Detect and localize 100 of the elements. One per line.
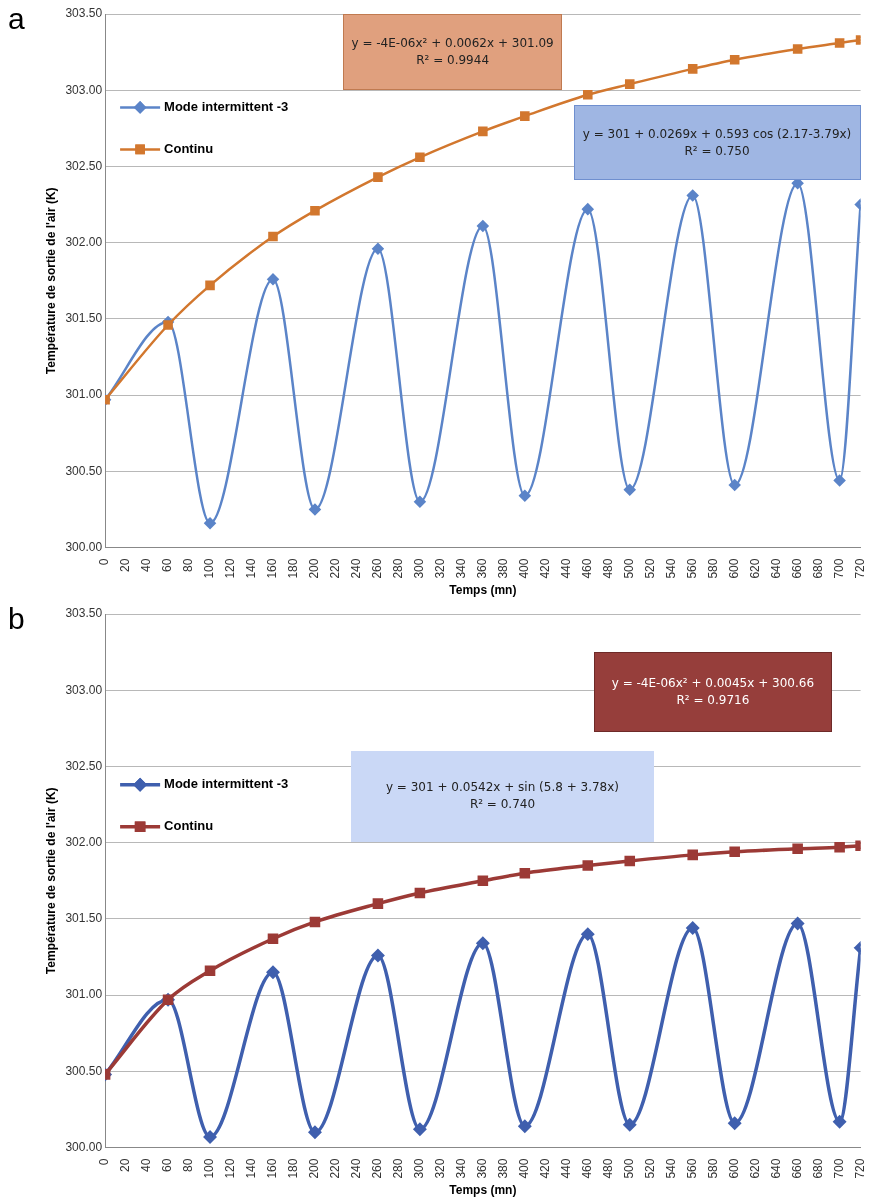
y-tick-label: 302.00 [65, 234, 103, 249]
x-tick-label: 560 [685, 1158, 700, 1179]
y-tick-label: 302.50 [65, 158, 103, 173]
legend-label: Mode intermittent -3 [164, 776, 289, 792]
y-tick-label: 301.50 [65, 911, 103, 926]
x-tick-label: 200 [307, 558, 322, 579]
equation-box: y = -4E-06x² + 0.0062x + 301.09 R² = 0.9944 [343, 14, 563, 91]
x-tick-label: 400 [517, 558, 532, 579]
x-tick-label: 380 [496, 558, 511, 579]
x-tick-label: 580 [706, 558, 721, 579]
x-tick-label: 320 [433, 558, 448, 579]
x-tick-label: 640 [768, 1158, 783, 1179]
x-tick-label: 60 [160, 558, 175, 572]
y-tick-label: 303.00 [65, 82, 103, 97]
x-tick-label: 120 [223, 1158, 238, 1179]
y-tick-label: 300.00 [65, 539, 103, 554]
x-tick-label: 180 [286, 558, 301, 579]
x-tick-label: 160 [265, 1158, 280, 1179]
x-tick-label: 300 [412, 558, 427, 579]
equation-box: y = 301 + 0.0542x + sin (5.8 + 3.78x) R² = 0.740 [351, 751, 654, 842]
x-tick-label: 120 [223, 558, 238, 579]
y-tick-label: 303.00 [65, 682, 103, 697]
x-tick-label: 360 [475, 1158, 490, 1179]
x-tick-label: 280 [391, 558, 406, 579]
x-tick-label: 620 [747, 558, 762, 579]
x-tick-label: 460 [580, 1158, 595, 1179]
equation-box: y = -4E-06x² + 0.0045x + 300.66 R² = 0.9716 [593, 651, 832, 732]
y-tick-label: 300.50 [65, 1063, 103, 1078]
chart-title: a [8, 2, 25, 36]
x-tick-label: 540 [664, 1158, 679, 1179]
x-tick-label: 440 [559, 558, 574, 579]
x-tick-label: 100 [202, 558, 217, 579]
x-tick-label: 0 [97, 558, 112, 566]
x-tick-label: 140 [244, 558, 259, 579]
y-axis-title: Température de sortie de l'air (K) [43, 787, 58, 975]
annotation: y = 301 + 0.0269x + 0.593 cos (2.17-3.79x) R² = 0.750 [582, 125, 852, 160]
x-tick-label: 20 [118, 558, 133, 572]
x-tick-label: 380 [496, 1158, 511, 1179]
x-tick-label: 580 [706, 1158, 721, 1179]
x-tick-label: 260 [370, 558, 385, 579]
x-tick-label: 560 [685, 558, 700, 579]
x-tick-label: 620 [747, 1158, 762, 1179]
x-tick-label: 520 [643, 558, 658, 579]
x-tick-label: 600 [727, 1158, 741, 1179]
x-tick-label: 420 [538, 558, 553, 579]
x-tick-label: 400 [517, 1158, 532, 1179]
legend-label: Continu [164, 818, 214, 834]
x-tick-label: 680 [810, 1158, 825, 1179]
x-tick-label: 300 [412, 1158, 427, 1179]
x-tick-label: 220 [328, 558, 343, 579]
x-tick-label: 600 [727, 558, 741, 579]
x-tick-label: 700 [831, 1158, 846, 1179]
x-tick-label: 20 [118, 1158, 133, 1172]
x-tick-label: 80 [181, 558, 196, 572]
y-tick-label: 303.50 [65, 6, 103, 21]
x-tick-label: 440 [559, 1158, 574, 1179]
x-tick-label: 40 [139, 1158, 154, 1172]
x-tick-label: 340 [454, 1158, 469, 1179]
x-tick-label: 320 [433, 1158, 448, 1179]
x-tick-label: 280 [391, 1158, 406, 1179]
y-tick-label: 302.50 [65, 758, 103, 773]
x-tick-label: 680 [810, 558, 825, 579]
x-tick-label: 220 [328, 1158, 343, 1179]
y-tick-label: 300.50 [65, 463, 103, 478]
y-tick-label: 300.00 [65, 1139, 103, 1154]
legend-label: Continu [164, 140, 214, 156]
x-tick-label: 340 [454, 558, 469, 579]
y-tick-label: 301.00 [65, 987, 103, 1002]
x-tick-label: 720 [852, 1158, 867, 1179]
x-tick-label: 520 [643, 1158, 658, 1179]
x-tick-label: 200 [307, 1158, 322, 1179]
x-tick-label: 420 [538, 1158, 553, 1179]
x-tick-label: 720 [852, 558, 867, 579]
x-tick-label: 160 [265, 558, 280, 579]
x-tick-label: 260 [370, 1158, 385, 1179]
x-tick-label: 480 [601, 558, 616, 579]
x-tick-label: 60 [160, 1158, 175, 1172]
x-tick-label: 360 [475, 558, 490, 579]
chart-title: b [8, 602, 25, 636]
equation-box: y = 301 + 0.0269x + 0.593 cos (2.17-3.79x) R² = 0.750 [573, 105, 861, 180]
x-tick-label: 480 [601, 1158, 616, 1179]
annotation: y = -4E-06x² + 0.0062x + 301.09 R² = 0.9944 [351, 35, 554, 70]
x-tick-label: 180 [286, 1158, 301, 1179]
x-tick-label: 700 [831, 558, 846, 579]
y-tick-label: 303.50 [65, 606, 103, 621]
x-tick-label: 460 [580, 558, 595, 579]
x-tick-label: 140 [244, 1158, 259, 1179]
x-tick-label: 660 [789, 1158, 804, 1179]
x-tick-label: 640 [768, 558, 783, 579]
y-tick-label: 301.00 [65, 387, 103, 402]
x-axis-title: Temps (mn) [449, 1183, 517, 1198]
x-tick-label: 500 [622, 1158, 637, 1179]
x-tick-label: 540 [664, 558, 679, 579]
y-tick-label: 301.50 [65, 311, 103, 326]
x-tick-label: 40 [139, 558, 154, 572]
y-tick-label: 302.00 [65, 834, 103, 849]
y-axis-title: Température de sortie de l'air (K) [43, 187, 58, 375]
x-tick-label: 80 [181, 1158, 196, 1172]
x-axis-title: Temps (mn) [449, 583, 517, 598]
annotation: y = 301 + 0.0542x + sin (5.8 + 3.78x) R² = 0.740 [385, 779, 620, 814]
